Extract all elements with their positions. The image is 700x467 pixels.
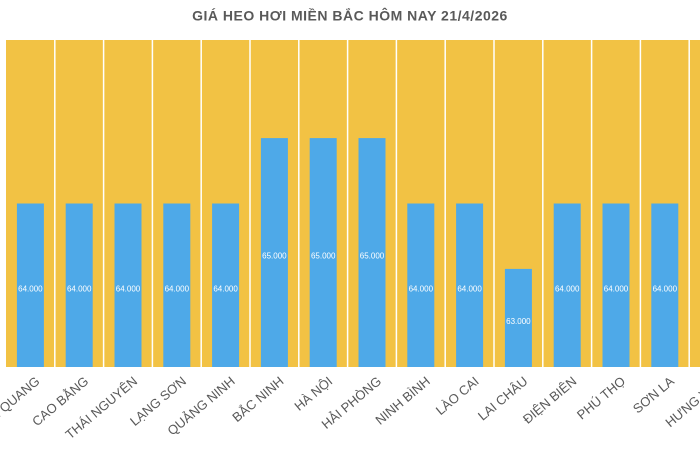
bar	[504, 268, 532, 367]
x-tick-label: PHÚ THỌ	[574, 373, 628, 422]
x-tick-label: ĐIỆN BIÊN	[520, 373, 579, 426]
bar	[309, 138, 337, 367]
value-label: 64.000	[165, 284, 190, 293]
bar	[407, 203, 435, 367]
bar	[553, 203, 581, 367]
x-tick-label: TUYÊN QUANG	[0, 373, 43, 446]
bar	[651, 203, 679, 367]
bar	[163, 203, 191, 367]
value-label: 65.000	[311, 252, 336, 261]
value-label: 64.000	[555, 284, 580, 293]
x-tick-label: NINH BÌNH	[372, 373, 433, 427]
plot-background	[6, 40, 700, 367]
value-label: 64.000	[604, 284, 629, 293]
value-label: 64.000	[653, 284, 678, 293]
x-tick-label: BẮC NINH	[229, 373, 286, 424]
bar	[602, 203, 630, 367]
bar	[212, 203, 240, 367]
bar	[456, 203, 484, 367]
value-label: 63.000	[506, 317, 531, 326]
x-tick-label: SƠN LA	[630, 373, 677, 416]
value-label: 64.000	[457, 284, 482, 293]
bar	[65, 203, 93, 367]
value-label: 65.000	[262, 252, 287, 261]
chart-title: GIÁ HEO HƠI MIỀN BẮC HÔM NAY 21/4/2026	[192, 7, 508, 24]
value-label: 64.000	[116, 284, 141, 293]
bar	[260, 138, 288, 367]
value-label: 64.000	[67, 284, 92, 293]
bar	[358, 138, 386, 367]
x-tick-label: HÀ NỘI	[291, 373, 335, 413]
bar	[16, 203, 44, 367]
bar	[114, 203, 142, 367]
value-label: 64.000	[213, 284, 238, 293]
value-label: 65.000	[360, 252, 385, 261]
value-label: 64.000	[409, 284, 434, 293]
value-label: 64.000	[18, 284, 43, 293]
